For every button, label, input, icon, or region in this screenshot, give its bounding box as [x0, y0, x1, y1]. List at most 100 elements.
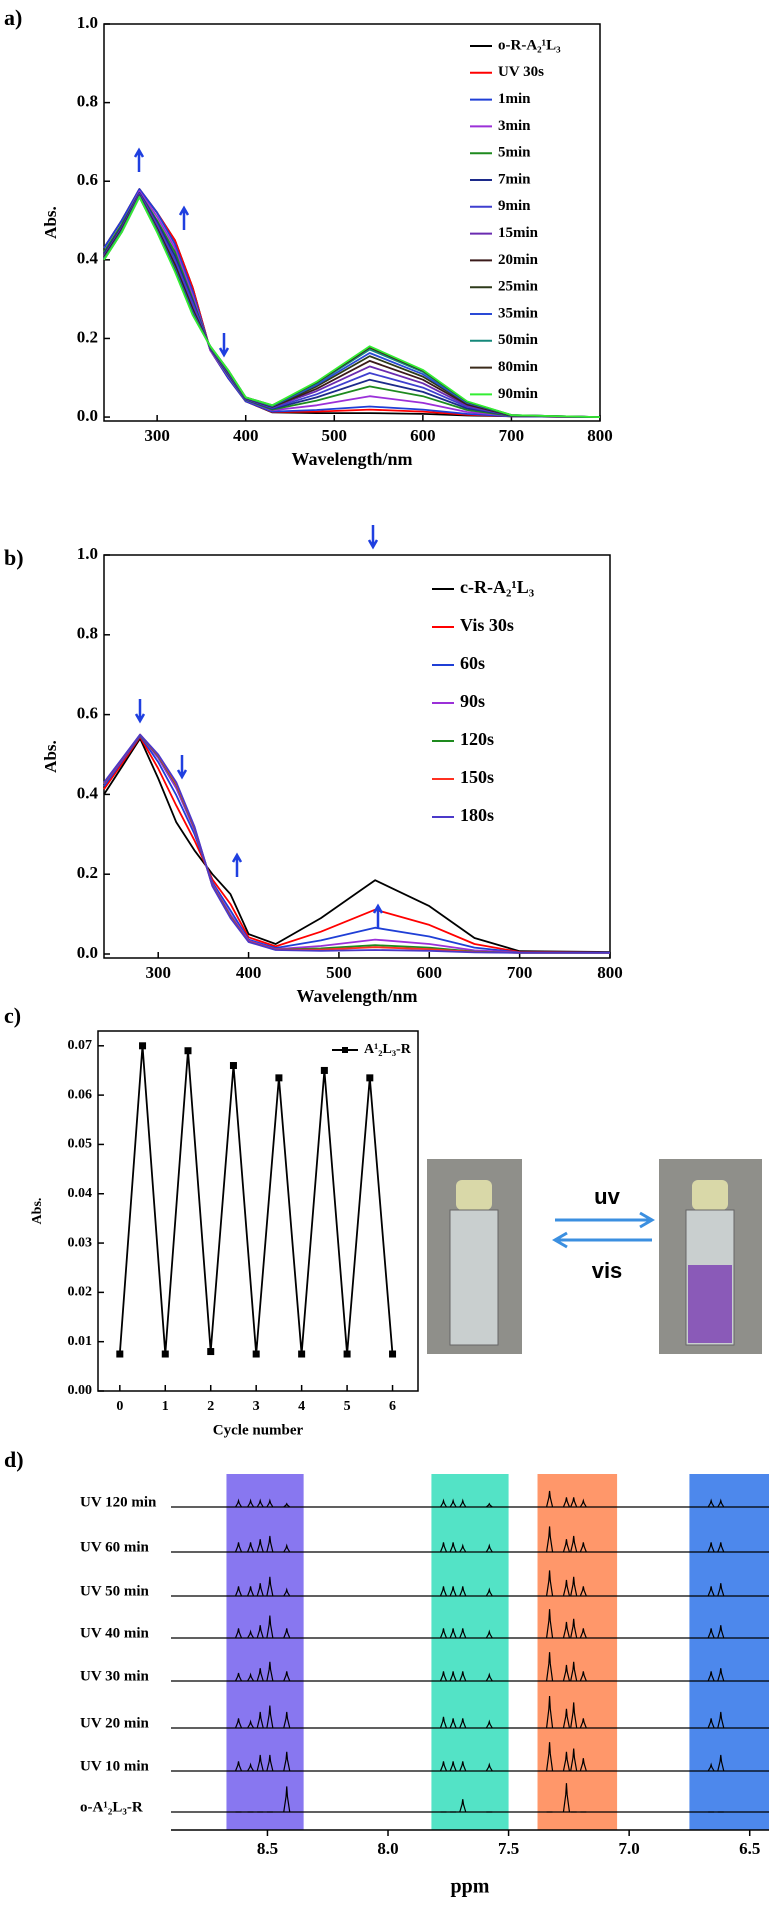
series-line — [103, 733, 610, 954]
peak — [266, 1576, 274, 1597]
legend-label: o-R-A₂¹L₃ — [498, 37, 561, 53]
peak — [234, 1761, 243, 1772]
x-tick-label: 8.0 — [377, 1839, 398, 1858]
peak — [545, 1526, 554, 1553]
y-tick-label: 0.2 — [77, 327, 98, 346]
peak — [256, 1539, 264, 1553]
x-tick-label: 1 — [162, 1399, 169, 1414]
legend-label: 25min — [498, 279, 539, 295]
vial — [449, 1209, 499, 1346]
peak — [562, 1664, 571, 1682]
x-axis-label: Cycle number — [213, 1422, 304, 1438]
peak — [485, 1719, 493, 1729]
peak — [266, 1705, 274, 1729]
peak — [247, 1586, 255, 1597]
peak — [579, 1718, 587, 1729]
peak — [247, 1719, 255, 1729]
y-tick-label: 0.05 — [68, 1137, 93, 1152]
peak — [562, 1708, 571, 1729]
peak — [234, 1586, 243, 1597]
trend-arrow — [134, 699, 146, 724]
series-line — [103, 188, 601, 418]
annotation: uv — [594, 1184, 620, 1209]
peak — [459, 1586, 467, 1597]
peak — [707, 1542, 715, 1553]
peak — [485, 1502, 493, 1508]
x-tick-label: 800 — [587, 426, 613, 445]
peak — [459, 1628, 467, 1639]
y-tick-label: 0.04 — [68, 1186, 93, 1201]
series-line — [103, 737, 611, 953]
peak — [485, 1762, 493, 1772]
peak — [545, 1652, 554, 1682]
x-tick-label: 400 — [233, 426, 259, 445]
x-axis-label: Wavelength/nm — [296, 986, 417, 1006]
series-line — [118, 1044, 394, 1355]
legend-label: 35min — [498, 305, 539, 321]
peak — [545, 1609, 554, 1639]
x-tick-label: 600 — [410, 426, 436, 445]
point-marker — [389, 1350, 397, 1358]
legend-label: 15min — [498, 225, 539, 241]
peak — [717, 1625, 725, 1639]
legend-label: Vis 30s — [460, 615, 514, 635]
point-marker — [343, 1350, 351, 1358]
arrow-right — [555, 1211, 655, 1229]
peak — [459, 1761, 467, 1772]
peak — [707, 1498, 715, 1508]
peak — [439, 1586, 448, 1597]
y-tick-label: 0.06 — [68, 1087, 93, 1102]
y-tick-label: 0.2 — [77, 863, 98, 882]
peak — [256, 1498, 264, 1508]
peak — [579, 1671, 587, 1682]
spectrum-label: UV 30 min — [80, 1668, 150, 1684]
y-tick-label: 0.6 — [77, 170, 98, 189]
legend-marker — [342, 1047, 348, 1053]
legend-label: 180s — [460, 805, 494, 825]
peak — [717, 1498, 725, 1508]
panel-label: b) — [4, 545, 24, 570]
peak — [247, 1629, 255, 1639]
peak — [579, 1758, 587, 1772]
peak — [283, 1786, 291, 1813]
peak — [545, 1490, 554, 1508]
peak — [562, 1783, 571, 1813]
peak — [570, 1576, 578, 1597]
point-marker — [252, 1350, 260, 1358]
y-tick-label: 0.8 — [77, 92, 98, 111]
peak — [570, 1702, 578, 1729]
peak — [439, 1628, 448, 1639]
peak — [234, 1672, 243, 1682]
trend-arrow — [367, 525, 379, 550]
peak — [707, 1628, 715, 1639]
peak — [707, 1671, 715, 1682]
peak — [717, 1668, 725, 1682]
peak — [449, 1498, 457, 1508]
point-marker — [116, 1350, 124, 1358]
spectrum-label: UV 20 min — [80, 1715, 150, 1731]
point-marker — [229, 1062, 237, 1070]
legend-label: UV 30s — [498, 64, 544, 80]
peak — [545, 1695, 554, 1729]
x-tick-label: 500 — [326, 963, 352, 982]
peak — [570, 1748, 578, 1772]
point-marker — [139, 1042, 147, 1050]
plot-frame — [103, 554, 611, 959]
peak — [570, 1661, 578, 1682]
y-tick-label: 1.0 — [77, 544, 98, 563]
peak — [266, 1661, 274, 1682]
peak — [449, 1718, 457, 1729]
x-tick-label: 300 — [144, 426, 170, 445]
x-tick-label: 500 — [322, 426, 348, 445]
peak — [234, 1628, 243, 1639]
peak — [234, 1542, 243, 1553]
series-line — [103, 733, 610, 954]
x-tick-label: 6 — [389, 1399, 396, 1414]
legend-label: 150s — [460, 767, 494, 787]
panel-label: a) — [4, 5, 22, 30]
peak — [570, 1535, 578, 1553]
x-tick-label: 6.5 — [739, 1839, 760, 1858]
trend-arrow — [176, 755, 188, 780]
peak — [562, 1579, 571, 1597]
